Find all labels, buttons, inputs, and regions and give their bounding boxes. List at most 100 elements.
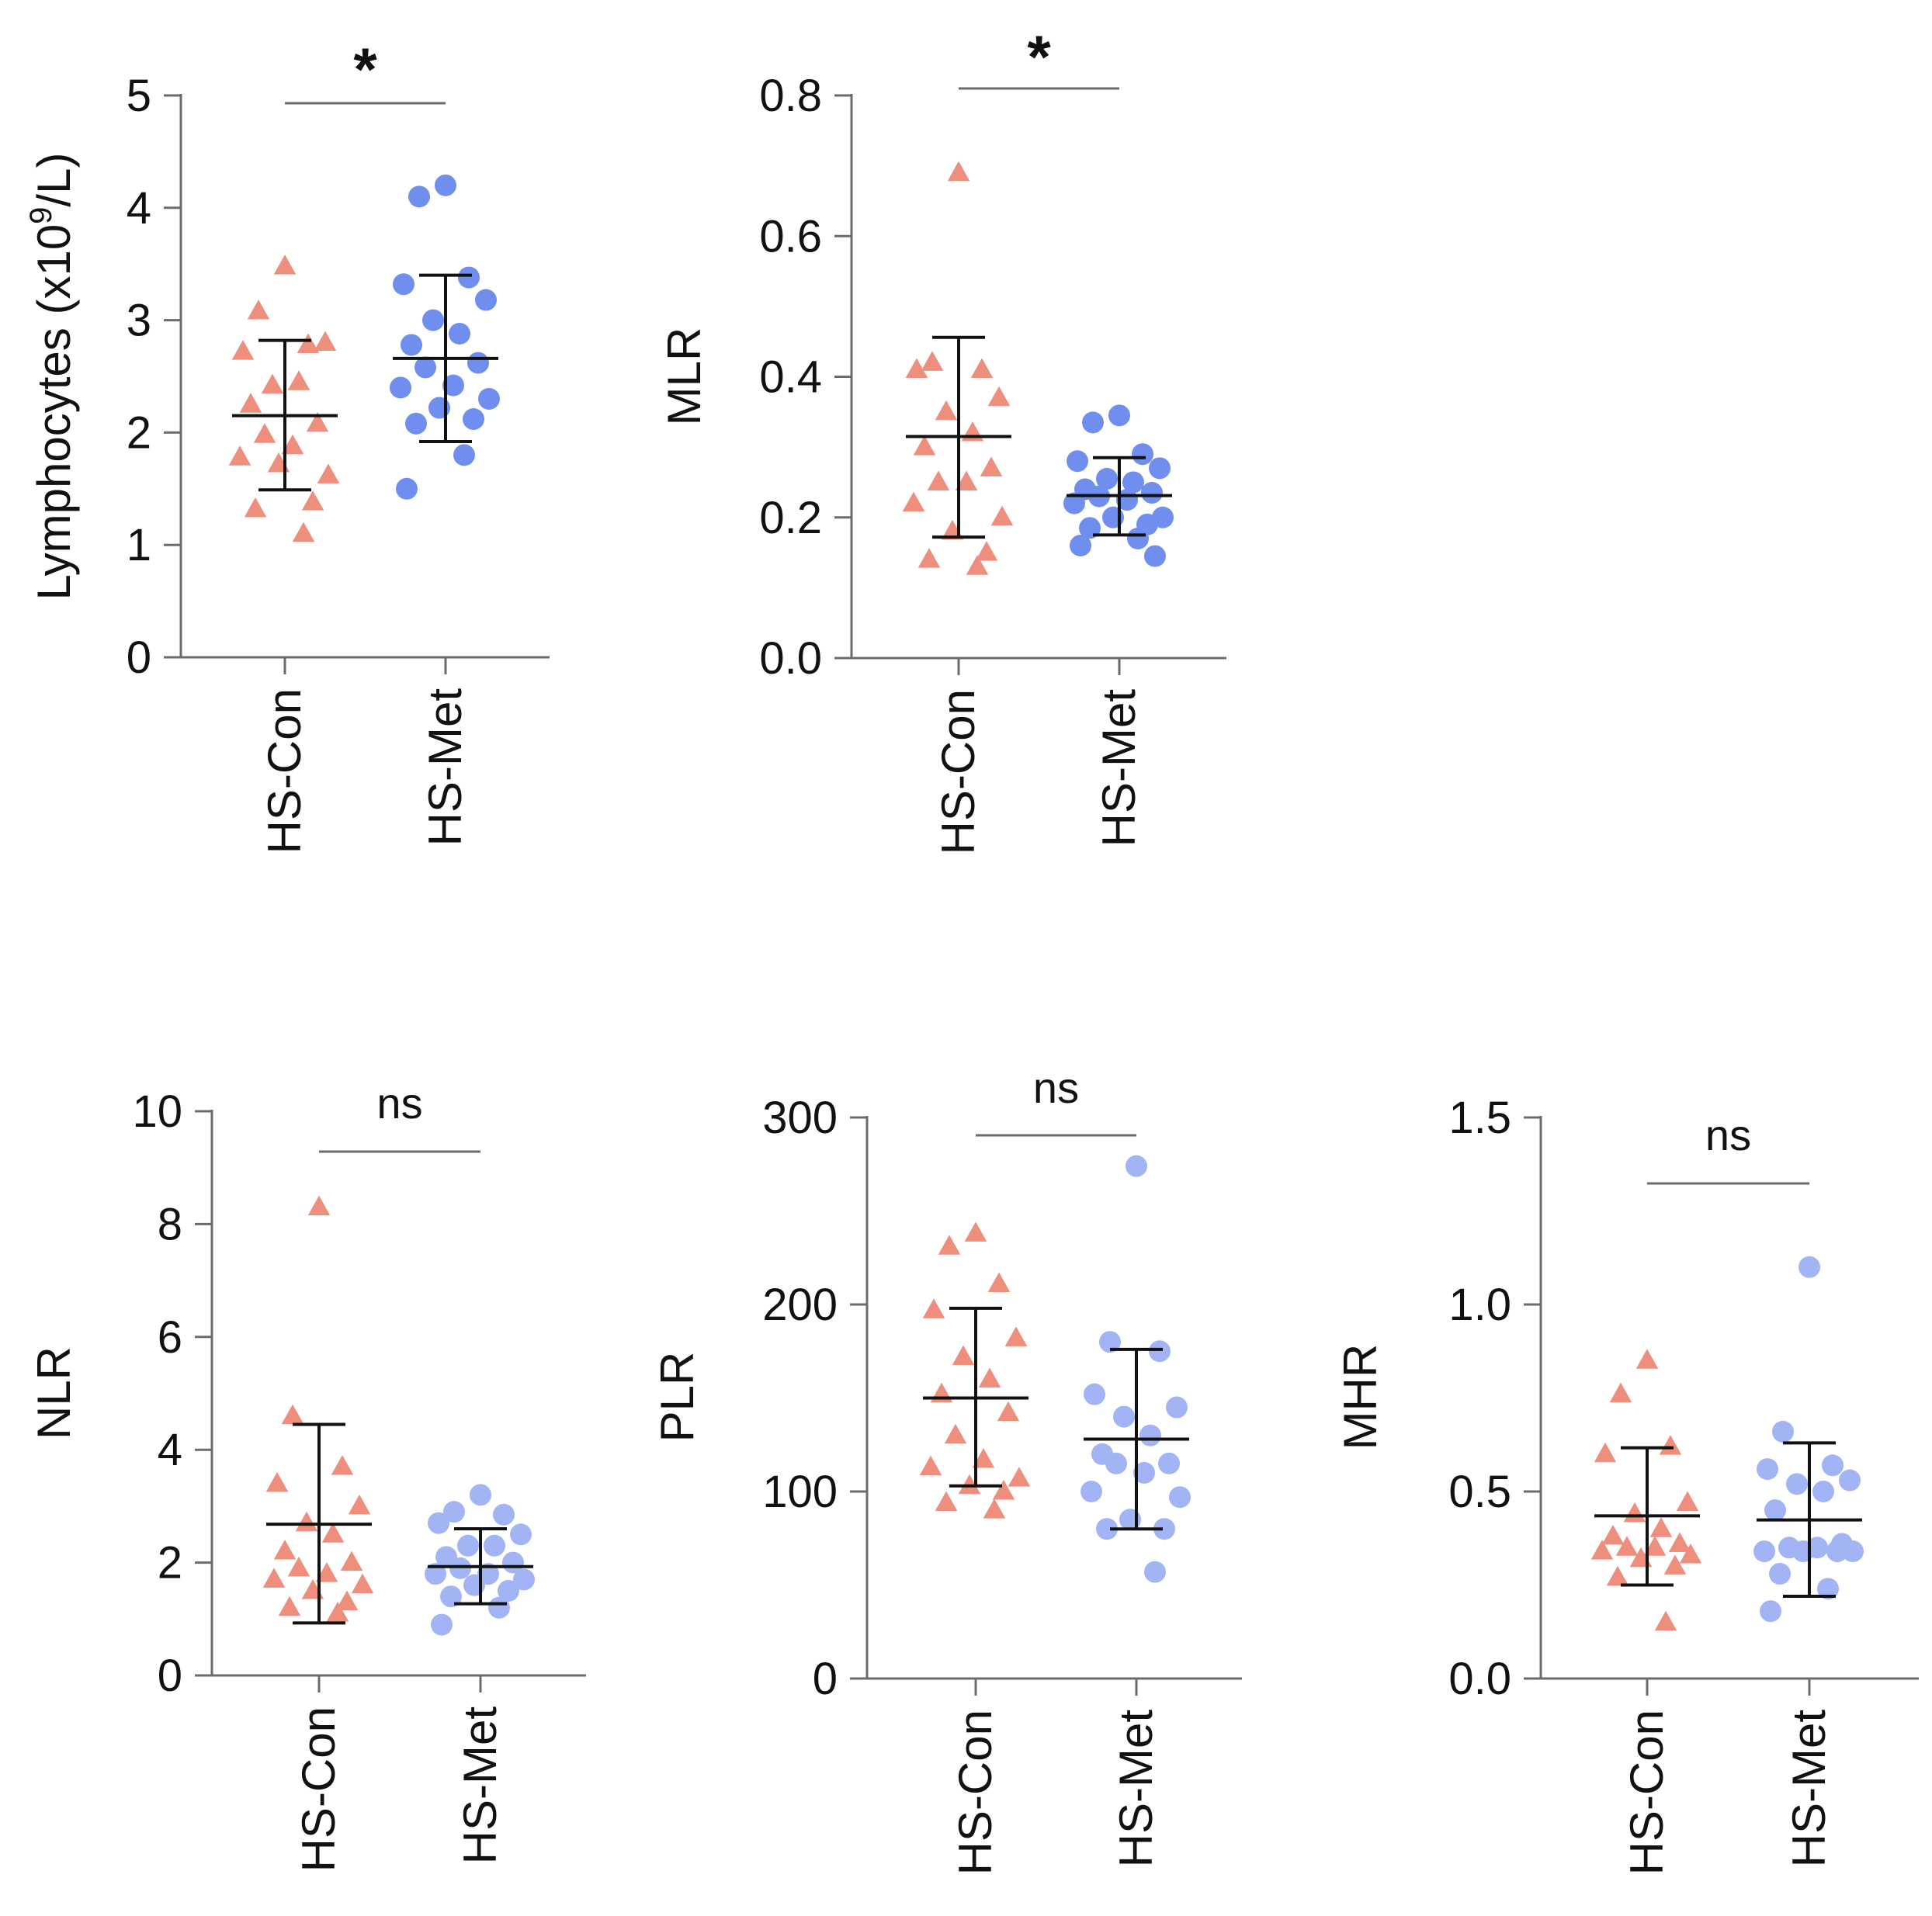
data-point-triangle bbox=[1635, 1349, 1659, 1369]
data-point-triangle bbox=[935, 400, 958, 421]
data-point-circle bbox=[1126, 1155, 1147, 1177]
data-point-triangle bbox=[955, 470, 978, 490]
data-point-triangle bbox=[1623, 1502, 1646, 1523]
data-point-circle bbox=[449, 1557, 471, 1579]
data-point-triangle bbox=[348, 1494, 371, 1515]
data-point-triangle bbox=[244, 497, 267, 518]
data-point-circle bbox=[1144, 1561, 1166, 1583]
data-point-triangle bbox=[265, 1471, 289, 1492]
data-point-triangle bbox=[1649, 1517, 1673, 1537]
data-point-circle bbox=[442, 374, 464, 397]
x-category-label-hs-met: HS-Met bbox=[1110, 1710, 1162, 1868]
data-point-triangle bbox=[1594, 1442, 1617, 1463]
data-point-circle bbox=[467, 352, 489, 374]
data-point-circle bbox=[1113, 1405, 1135, 1428]
data-point-triangle bbox=[1654, 1610, 1677, 1631]
data-point-circle bbox=[1812, 1481, 1834, 1502]
data-point-circle bbox=[428, 1512, 449, 1534]
data-point-circle bbox=[1063, 492, 1085, 515]
y-tick-label: 0.4 bbox=[759, 352, 822, 403]
y-tick-label: 300 bbox=[762, 1093, 838, 1143]
data-point-circle bbox=[1842, 1540, 1864, 1563]
x-category-label-hs-con: HS-Con bbox=[932, 689, 984, 854]
data-point-triangle bbox=[287, 1556, 310, 1577]
data-point-circle bbox=[1757, 1458, 1778, 1481]
data-point-triangle bbox=[952, 1345, 975, 1365]
y-axis-title-superscript: 9 bbox=[24, 207, 58, 224]
chart-panel-2: 0.0 0.2 0.4 0.6 0.8 MLR HS-Con HS-Met * bbox=[658, 23, 1226, 854]
data-point-triangle bbox=[921, 351, 944, 371]
y-tick-label: 0.8 bbox=[759, 71, 822, 121]
data-point-circle bbox=[449, 322, 470, 345]
significance-label: * bbox=[1027, 23, 1051, 91]
data-point-triangle bbox=[983, 1498, 1006, 1519]
data-point-circle bbox=[1105, 1452, 1127, 1474]
data-point-circle bbox=[463, 408, 484, 431]
data-point-triangle bbox=[335, 1590, 359, 1610]
data-point-circle bbox=[422, 309, 444, 331]
data-point-triangle bbox=[980, 456, 1003, 476]
data-point-triangle bbox=[307, 1195, 331, 1216]
y-axis-title-tail: /L) bbox=[28, 153, 80, 207]
data-point-triangle bbox=[917, 548, 941, 568]
data-point-circle bbox=[458, 266, 480, 289]
data-point-triangle bbox=[247, 300, 270, 320]
data-point-circle bbox=[478, 387, 500, 410]
series-hs-con bbox=[262, 1195, 374, 1625]
data-point-circle bbox=[1158, 1452, 1180, 1474]
x-category-label-hs-con: HS-Con bbox=[1621, 1710, 1673, 1875]
data-point-triangle bbox=[913, 435, 936, 456]
data-point-triangle bbox=[331, 1455, 354, 1475]
data-point-triangle bbox=[297, 333, 320, 353]
series-hs-con bbox=[902, 161, 1014, 575]
x-category-label-hs-con: HS-Con bbox=[293, 1706, 345, 1872]
data-point-circle bbox=[1772, 1420, 1794, 1443]
y-tick-label: 5 bbox=[127, 71, 151, 121]
data-point-triangle bbox=[287, 370, 310, 390]
data-point-triangle bbox=[239, 393, 262, 413]
data-point-circle bbox=[488, 1596, 510, 1619]
data-point-triangle bbox=[273, 1540, 297, 1560]
data-point-circle bbox=[1166, 1396, 1188, 1419]
data-point-circle bbox=[1127, 527, 1149, 549]
series-hs-met bbox=[1753, 1256, 1864, 1623]
data-point-triangle bbox=[315, 1562, 338, 1582]
x-category-label-hs-met: HS-Met bbox=[454, 1706, 506, 1865]
y-tick-label: 0 bbox=[127, 632, 151, 683]
data-point-circle bbox=[457, 1534, 479, 1557]
data-point-circle bbox=[1760, 1600, 1781, 1623]
data-point-triangle bbox=[1590, 1540, 1614, 1560]
data-point-triangle bbox=[927, 470, 950, 490]
y-tick-label: 2 bbox=[127, 407, 151, 458]
y-tick-label: 0 bbox=[158, 1651, 182, 1701]
data-point-triangle bbox=[261, 373, 284, 394]
series-hs-con bbox=[1590, 1349, 1702, 1631]
data-point-circle bbox=[1769, 1563, 1791, 1585]
data-point-circle bbox=[470, 1484, 491, 1506]
data-point-circle bbox=[1096, 1518, 1118, 1540]
y-tick-label: 100 bbox=[762, 1467, 838, 1517]
y-axis-title: NLR bbox=[28, 1346, 80, 1440]
data-point-circle bbox=[484, 1534, 505, 1557]
data-point-triangle bbox=[992, 1480, 1015, 1500]
y-tick-label: 0.0 bbox=[1448, 1654, 1511, 1704]
data-point-triangle bbox=[905, 358, 928, 378]
data-point-triangle bbox=[902, 491, 925, 512]
data-point-triangle bbox=[938, 1235, 961, 1255]
data-point-circle bbox=[1079, 517, 1101, 539]
data-point-triangle bbox=[922, 1298, 945, 1318]
series-hs-met bbox=[425, 1484, 535, 1636]
data-point-triangle bbox=[944, 1423, 967, 1444]
data-point-circle bbox=[1082, 411, 1104, 434]
data-point-circle bbox=[475, 289, 497, 311]
y-axis-title: PLR bbox=[651, 1352, 703, 1443]
data-point-triangle bbox=[1659, 1435, 1682, 1455]
data-point-triangle bbox=[1008, 1467, 1031, 1487]
data-point-circle bbox=[1169, 1486, 1191, 1509]
x-category-label-hs-met: HS-Met bbox=[419, 688, 471, 847]
series-hs-met bbox=[390, 174, 500, 500]
data-point-triangle bbox=[987, 1272, 1011, 1292]
data-point-circle bbox=[513, 1568, 535, 1591]
data-point-triangle bbox=[1668, 1532, 1691, 1552]
